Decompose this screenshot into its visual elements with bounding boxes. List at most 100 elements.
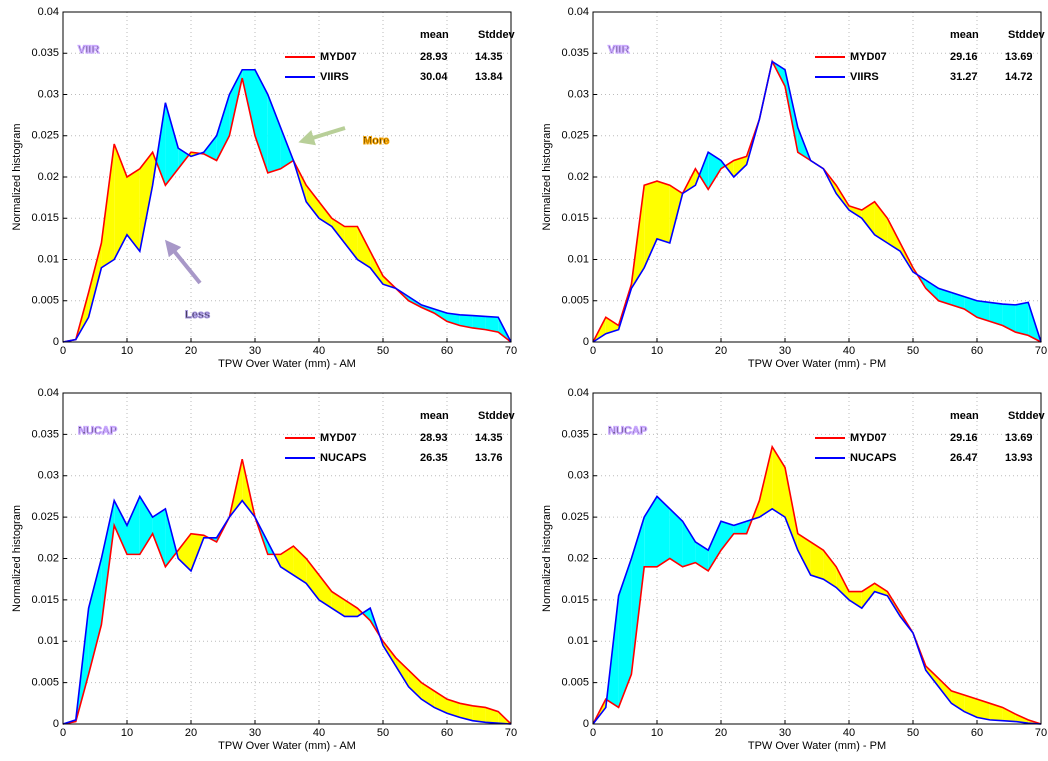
y-tick-label: 0.03	[568, 470, 589, 482]
plot-frame	[592, 392, 1042, 725]
difference-fill	[823, 550, 837, 588]
x-tick-label: 0	[60, 727, 66, 739]
y-tick-label: 0.005	[561, 677, 589, 689]
legend-label: NUCAPS	[320, 452, 366, 464]
legend-label: MYD07	[320, 432, 357, 444]
difference-fill	[88, 558, 102, 675]
difference-fill	[306, 558, 319, 600]
y-tick-label: 0	[583, 336, 589, 348]
series-line	[62, 77, 512, 343]
stat-stddev: 13.69	[1005, 432, 1033, 444]
series-line	[62, 459, 512, 725]
series-line	[592, 444, 1042, 725]
difference-fill	[127, 496, 140, 555]
x-tick-label: 50	[377, 345, 389, 357]
difference-fill	[951, 292, 965, 309]
stat-stddev: 13.69	[1005, 51, 1033, 63]
y-tick-label: 0	[583, 718, 589, 730]
x-tick-label: 60	[971, 345, 983, 357]
difference-fill	[344, 226, 358, 260]
difference-fill	[699, 152, 709, 190]
y-tick-label: 0.04	[568, 387, 589, 399]
x-tick-label: 10	[121, 727, 133, 739]
y-tick-label: 0	[53, 336, 59, 348]
stat-mean: 30.04	[420, 71, 448, 83]
difference-fill	[836, 566, 849, 600]
difference-fill	[255, 69, 268, 173]
x-tick-label: 30	[249, 345, 261, 357]
y-tick-label: 0.025	[561, 511, 589, 523]
difference-fill	[472, 315, 486, 330]
difference-fill	[216, 94, 230, 161]
stat-mean: 31.27	[950, 71, 978, 83]
x-tick-label: 0	[590, 345, 596, 357]
difference-fill	[810, 541, 824, 580]
difference-fill	[887, 218, 901, 252]
legend-label: NUCAPS	[850, 452, 896, 464]
y-tick-label: 0.035	[31, 428, 59, 440]
x-tick-label: 40	[313, 345, 325, 357]
plot-frame	[62, 11, 512, 343]
difference-fill	[708, 521, 721, 571]
stats-header: mean	[950, 410, 979, 422]
x-tick-label: 70	[1035, 727, 1047, 739]
difference-fill	[114, 500, 127, 555]
x-axis-label: TPW Over Water (mm) - PM	[748, 740, 886, 752]
y-tick-label: 0.03	[38, 88, 59, 100]
difference-fill	[357, 226, 371, 268]
difference-fill	[938, 678, 952, 704]
plot-frame	[62, 392, 512, 725]
series-line	[592, 60, 1042, 343]
difference-fill	[165, 508, 177, 567]
difference-fill	[733, 156, 747, 177]
difference-fill	[938, 288, 952, 305]
annotation: More	[363, 135, 389, 147]
x-tick-label: 40	[843, 345, 855, 357]
y-axis-label: Normalized histogram	[11, 124, 23, 231]
legend-label: MYD07	[320, 51, 357, 63]
difference-fill	[964, 296, 977, 318]
y-tick-label: 0.03	[38, 470, 59, 482]
difference-fill	[874, 583, 888, 596]
difference-fill	[165, 102, 179, 186]
stat-mean: 28.93	[420, 51, 448, 63]
difference-fill	[964, 695, 977, 718]
x-tick-label: 0	[590, 727, 596, 739]
difference-fill	[459, 314, 473, 328]
stats-header: Stddev	[1008, 29, 1046, 41]
difference-fill	[849, 591, 862, 609]
x-tick-label: 50	[907, 727, 919, 739]
stat-mean: 26.47	[950, 452, 978, 464]
annotation-arrow	[164, 239, 202, 285]
difference-fill	[657, 181, 670, 243]
y-tick-label: 0.035	[561, 47, 589, 59]
legend-label: VIIRS	[850, 71, 879, 83]
difference-fill	[280, 546, 294, 576]
y-tick-label: 0.01	[38, 253, 59, 265]
stat-stddev: 14.35	[475, 51, 503, 63]
difference-fill	[772, 446, 785, 518]
difference-fill	[951, 690, 965, 712]
stats-header: mean	[950, 29, 979, 41]
difference-fill	[759, 446, 773, 518]
x-tick-label: 70	[505, 345, 517, 357]
difference-fill	[1002, 304, 1016, 333]
x-tick-label: 60	[441, 727, 453, 739]
panel: 0 0.005 0.01 0.015 0.02 0.025 0.03 0.035 0.04 0 10…	[11, 387, 517, 752]
difference-fill	[733, 521, 747, 534]
y-tick-label: 0.005	[561, 295, 589, 307]
difference-fill	[989, 703, 1003, 721]
annotation: Less	[185, 309, 210, 321]
difference-fill	[472, 705, 486, 723]
y-axis-label: Normalized histogram	[541, 505, 553, 612]
difference-fill	[88, 243, 102, 318]
difference-fill	[657, 496, 670, 567]
y-tick-label: 0.04	[568, 6, 589, 18]
difference-fill	[797, 533, 811, 576]
y-tick-label: 0.015	[561, 594, 589, 606]
stat-stddev: 13.76	[475, 452, 503, 464]
difference-fill	[421, 682, 435, 708]
difference-fill	[644, 496, 657, 567]
x-tick-label: 40	[313, 727, 325, 739]
x-tick-label: 50	[377, 727, 389, 739]
